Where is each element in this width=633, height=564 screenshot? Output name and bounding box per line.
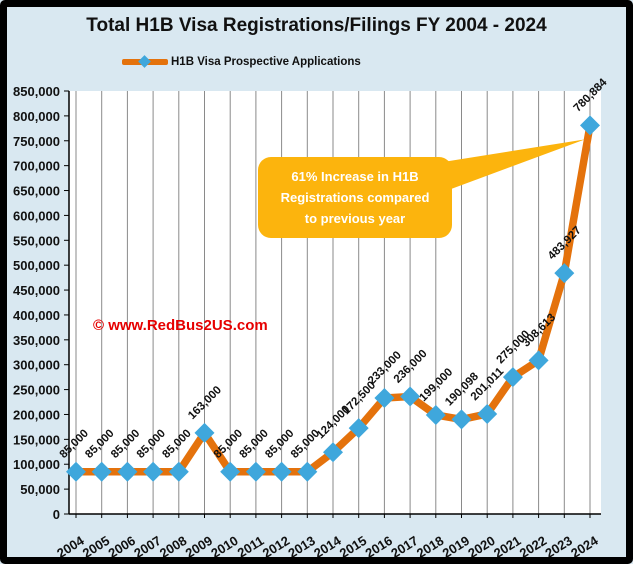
data-point-marker [451, 409, 472, 430]
y-axis-label: 550,000 [13, 233, 60, 248]
data-point-marker [502, 367, 523, 388]
data-point-marker [220, 461, 241, 482]
y-axis-label: 300,000 [13, 358, 60, 373]
data-point-marker [91, 461, 112, 482]
callout-text-line: Registrations compared [280, 190, 430, 205]
y-axis-label: 450,000 [13, 283, 60, 298]
data-point-marker [271, 461, 292, 482]
data-point-marker [194, 422, 215, 443]
legend-label: H1B Visa Prospective Applications [171, 56, 361, 68]
x-axis-label: 2024 [568, 532, 601, 560]
y-axis-label: 50,000 [20, 482, 60, 497]
y-axis-label: 100,000 [13, 457, 60, 472]
data-point-marker [348, 418, 369, 439]
data-point-marker [323, 442, 343, 463]
y-axis-label: 800,000 [13, 109, 60, 124]
y-axis-label: 850,000 [13, 84, 60, 99]
legend: H1B Visa Prospective Applications [122, 55, 361, 68]
y-axis-label: 400,000 [13, 308, 60, 323]
data-point-marker [528, 350, 549, 371]
data-point-marker [117, 461, 138, 482]
y-axis-label: 600,000 [13, 208, 60, 223]
callout-tail [443, 139, 585, 192]
y-axis-label: 0 [53, 507, 60, 522]
data-point-marker [477, 403, 498, 424]
y-axis-label: 500,000 [13, 258, 60, 273]
chart-title: Total H1B Visa Registrations/Filings FY … [86, 15, 547, 36]
data-point-marker [168, 461, 189, 482]
data-point-marker [66, 461, 86, 482]
callout-text-line: 61% Increase in H1B [291, 169, 419, 184]
y-axis-label: 200,000 [13, 407, 60, 422]
y-axis-label: 750,000 [13, 134, 60, 149]
y-axis-label: 250,000 [13, 383, 60, 398]
y-axis-label: 150,000 [13, 432, 60, 447]
data-point-marker [245, 461, 266, 482]
data-point-marker [425, 404, 446, 425]
data-point-marker [400, 386, 421, 407]
data-point-marker [554, 263, 575, 284]
legend-line-marker-icon [122, 55, 168, 68]
y-axis-label: 350,000 [13, 333, 60, 348]
callout-annotation: 61% Increase in H1B Registrations compar… [258, 157, 452, 238]
y-axis-label: 650,000 [13, 184, 60, 199]
data-point-marker [143, 461, 164, 482]
legend-diamond-icon [138, 55, 151, 68]
callout-text-line: to previous year [304, 211, 406, 226]
data-point-marker [580, 115, 600, 136]
data-point-marker [297, 461, 318, 482]
data-point-marker [374, 388, 395, 409]
y-axis-label: 700,000 [13, 159, 60, 174]
watermark: © www.RedBus2US.com [93, 317, 268, 334]
